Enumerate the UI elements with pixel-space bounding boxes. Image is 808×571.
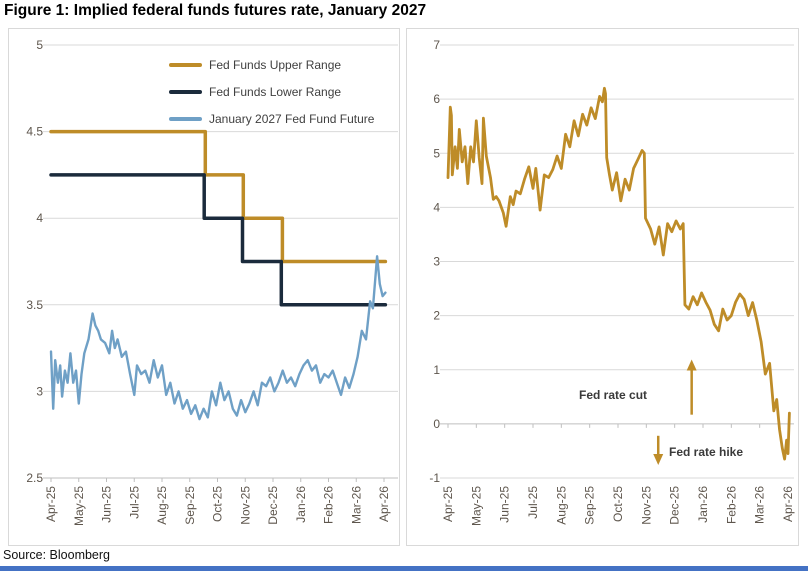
x-axis-tick-label: Dec-25 <box>668 486 682 525</box>
y-axis-tick-label: 4.5 <box>26 125 43 139</box>
y-axis-tick-label: 3 <box>36 384 43 398</box>
left-chart: 2.5 3 3.5 4 4.5 5 Apr-25 May-25 Jun-25 Jul-25 Aug-… <box>26 38 398 526</box>
x-axis-tick-label: Jun-25 <box>100 486 114 523</box>
x-axis-tick-label: Jun-25 <box>498 486 512 523</box>
x-axis-tick-label: Feb-26 <box>322 486 336 524</box>
y-axis-tick-label: 0 <box>433 417 440 431</box>
x-axis-tick-label: Oct-25 <box>211 486 225 522</box>
source-attribution: Source: Bloomberg <box>3 548 111 562</box>
y-axis-tick-label: 1 <box>433 363 440 377</box>
y-axis-tick-label: 4 <box>433 200 440 214</box>
y-axis-tick-label: 4 <box>36 211 43 225</box>
figure-title: Figure 1: Implied federal funds futures … <box>4 2 427 19</box>
x-axis-tick-label: Aug-25 <box>155 486 169 525</box>
legend: Fed Funds Upper Range Fed Funds Lower Ra… <box>169 51 374 132</box>
x-axis-tick-label: Apr-26 <box>781 486 795 522</box>
y-axis-tick-label: 7 <box>433 38 440 52</box>
y-axis-tick-label: 5 <box>36 38 43 52</box>
series-line-fed-funds-upper-range <box>49 129 388 264</box>
footer-divider-bar <box>0 566 808 571</box>
x-axis-tick-label: Nov-25 <box>238 486 252 525</box>
legend-swatch-blue <box>169 116 202 121</box>
x-axis-tick-label: Jul-25 <box>526 486 540 519</box>
legend-item-upper-range: Fed Funds Upper Range <box>169 51 374 78</box>
x-axis-tick-label: Mar-26 <box>349 486 363 524</box>
x-axis-tick-label: Apr-26 <box>377 486 391 522</box>
y-axis-tick-label: 5 <box>433 146 440 160</box>
x-axis-tick-label: Aug-25 <box>554 486 568 525</box>
x-axis-tick-label: Jan-26 <box>696 486 710 523</box>
legend-item-jan27-future: January 2027 Fed Fund Future <box>169 105 374 132</box>
x-axis-tick-label: Apr-25 <box>44 486 58 522</box>
series-line-fed-funds-lower-range <box>49 173 388 307</box>
left-chart-panel: 2.5 3 3.5 4 4.5 5 Apr-25 May-25 Jun-25 Jul-25 Aug-… <box>8 28 400 546</box>
annotation-fed-rate-cut: Fed rate cut <box>579 388 648 402</box>
y-axis-tick-label: 3.5 <box>26 298 43 312</box>
right-chart-panel: -1 0 1 2 3 4 5 6 7 Apr-25 May-25 Jun-25 Jul-25 Aug-25… <box>406 28 799 546</box>
annotation-arrow-head-fed-rate-hike-down <box>653 454 664 466</box>
legend-swatch-gold <box>169 62 202 67</box>
y-axis-tick-label: -1 <box>429 471 440 485</box>
annotation-fed-rate-hike: Fed rate hike <box>669 445 744 459</box>
annotation-arrow-head-fed-rate-cut-up <box>686 359 697 371</box>
right-chart: -1 0 1 2 3 4 5 6 7 Apr-25 May-25 Jun-25 Jul-25 Aug-25… <box>429 38 795 526</box>
x-axis-tick-label: Oct-25 <box>611 486 625 522</box>
series-line-january-2027-fed-fund-future <box>49 255 387 421</box>
x-axis-tick-label: Feb-26 <box>724 486 738 524</box>
x-axis-tick-label: Sep-25 <box>583 486 597 525</box>
x-axis-tick-label: May-25 <box>469 486 483 526</box>
x-axis-tick-label: Sep-25 <box>183 486 197 525</box>
y-axis-tick-label: 2 <box>433 309 440 323</box>
x-axis-tick-label: May-25 <box>72 486 86 526</box>
x-axis-tick-label: Apr-25 <box>441 486 455 522</box>
x-axis-tick-label: Jul-25 <box>127 486 141 519</box>
legend-swatch-navy <box>169 89 202 94</box>
x-axis-tick-label: Nov-25 <box>639 486 653 525</box>
x-axis-tick-label: Mar-26 <box>753 486 767 524</box>
x-axis-tick-label: Jan-26 <box>294 486 308 523</box>
legend-label: Fed Funds Lower Range <box>209 84 342 99</box>
legend-item-lower-range: Fed Funds Lower Range <box>169 78 374 105</box>
x-axis-tick-label: Dec-25 <box>266 486 280 525</box>
y-axis-tick-label: 3 <box>433 255 440 269</box>
legend-label: January 2027 Fed Fund Future <box>209 111 375 126</box>
y-axis-tick-label: 6 <box>433 92 440 106</box>
series-line-rate-moves-priced-into-january-2027-future <box>446 86 791 461</box>
y-axis-tick-label: 2.5 <box>26 471 43 485</box>
legend-label: Fed Funds Upper Range <box>209 57 342 72</box>
